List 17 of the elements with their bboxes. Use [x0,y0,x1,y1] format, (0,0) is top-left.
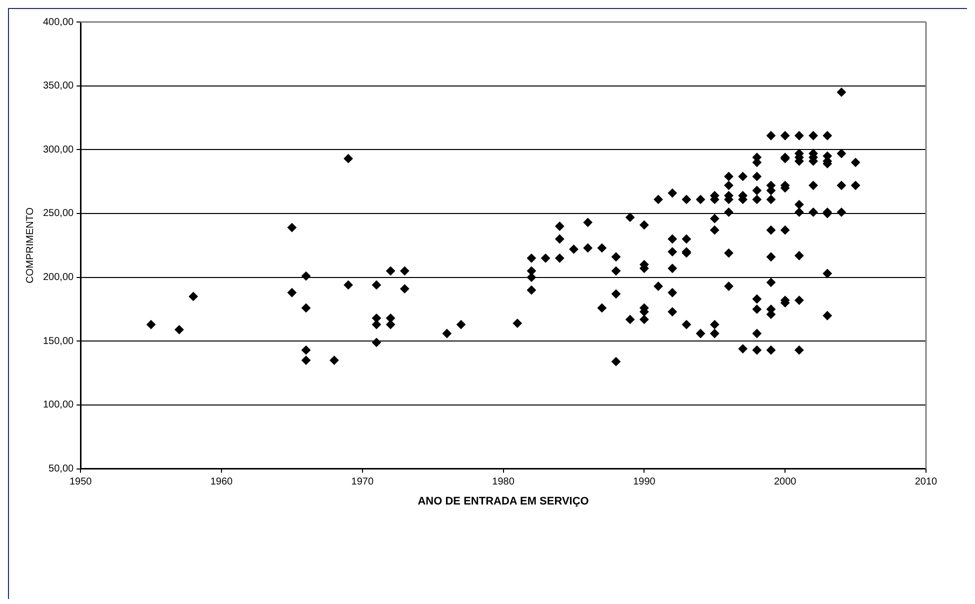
x-tick-label: 1980 [492,476,515,488]
y-tick-label: 50,00 [48,464,74,475]
y-tick-label: 300,00 [42,144,74,156]
x-tick-label: 2010 [914,476,938,488]
y-tick-label: 250,00 [42,208,74,220]
x-tick-label: 1960 [210,476,234,488]
x-tick-label: 1990 [633,476,656,488]
x-tick-label: 1950 [69,476,92,488]
y-tick-label: 400,00 [42,16,74,28]
y-tick-label: 150,00 [42,336,74,347]
y-tick-label: 100,00 [42,400,74,411]
x-axis-title: ANO DE ENTRADA EM SERVIÇO [418,495,590,508]
y-tick-label: 200,00 [42,272,74,284]
y-axis-title: COMPRIMENTO [24,207,36,284]
x-tick-label: 2000 [774,476,797,488]
y-tick-label: 350,00 [42,80,74,92]
x-tick-label: 1970 [351,476,374,488]
